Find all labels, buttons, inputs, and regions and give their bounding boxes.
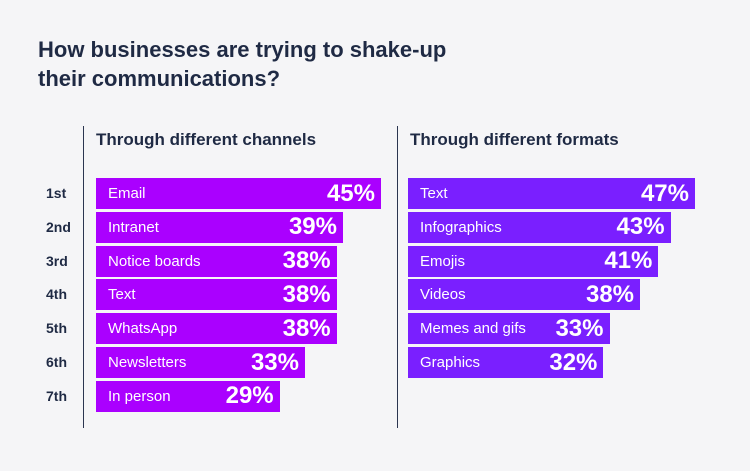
channels-bar: Notice boards 38%: [96, 245, 337, 277]
channels-bar: Intranet 39%: [96, 211, 343, 243]
channels-bar-value: 39%: [288, 213, 337, 241]
channels-bar-value: 38%: [282, 247, 331, 275]
rank-label: 2nd: [46, 218, 71, 235]
formats-bar-label: Videos: [420, 286, 466, 304]
formats-bar-label: Memes and gifs: [420, 320, 526, 338]
channels-bar-label: Newsletters: [108, 354, 187, 371]
rank-label: 1st: [46, 185, 67, 201]
channels-bar-label: In person: [108, 387, 171, 405]
rank-label: 6th: [46, 354, 67, 370]
formats-bar: Infographics 43%: [408, 211, 671, 243]
channels-bar-label: Text: [108, 286, 136, 304]
formats-bar: Videos 38%: [408, 279, 641, 311]
formats-bar: Memes and gifs 33%: [408, 313, 610, 345]
channels-bar-value: 38%: [282, 280, 331, 308]
rank-label: 3rd: [46, 252, 68, 269]
formats-bar-label: Emojis: [420, 252, 466, 270]
formats-bar-value: 47%: [640, 179, 689, 207]
channels-bar-value: 45%: [326, 179, 375, 207]
channels-bar: Email 45%: [96, 178, 381, 209]
channels-bar-label: Notice boards: [108, 252, 201, 270]
channels-bar: In person 29%: [96, 380, 280, 412]
channels-bar-value: 29%: [225, 382, 274, 410]
left-panel-divider: [83, 126, 84, 428]
rank-label: 7th: [46, 387, 67, 404]
channels-bar-label: WhatsApp: [108, 320, 178, 338]
chart-title: How businesses are trying to shake-up th…: [38, 37, 447, 91]
channels-bar-value: 33%: [250, 348, 299, 376]
formats-bar-value: 32%: [549, 348, 598, 376]
formats-bar-value: 38%: [585, 280, 635, 308]
formats-panel-title: Through different formats: [410, 130, 619, 149]
formats-bar-label: Text: [420, 185, 448, 202]
formats-bar-label: Infographics: [420, 218, 502, 236]
channels-bar: Newsletters 33%: [96, 347, 305, 378]
channels-bar-value: 38%: [282, 314, 331, 342]
formats-bar: Graphics 32%: [408, 347, 604, 378]
channels-bar-label: Email: [108, 185, 146, 202]
rank-label: 5th: [46, 320, 67, 337]
right-panel-divider: [397, 126, 398, 428]
channels-bar: Text 38%: [96, 279, 337, 311]
formats-bar-label: Graphics: [420, 354, 481, 371]
channels-panel-title: Through different channels: [96, 130, 317, 149]
formats-bar-value: 33%: [555, 314, 604, 342]
channels-bar-label: Intranet: [108, 218, 159, 236]
formats-bar-value: 41%: [604, 247, 653, 275]
channels-bar: WhatsApp 38%: [96, 313, 337, 345]
rank-label: 4th: [46, 286, 67, 303]
formats-bar: Text 47%: [408, 178, 695, 209]
formats-bar: Emojis 41%: [408, 245, 659, 277]
formats-bar-value: 43%: [616, 213, 665, 241]
